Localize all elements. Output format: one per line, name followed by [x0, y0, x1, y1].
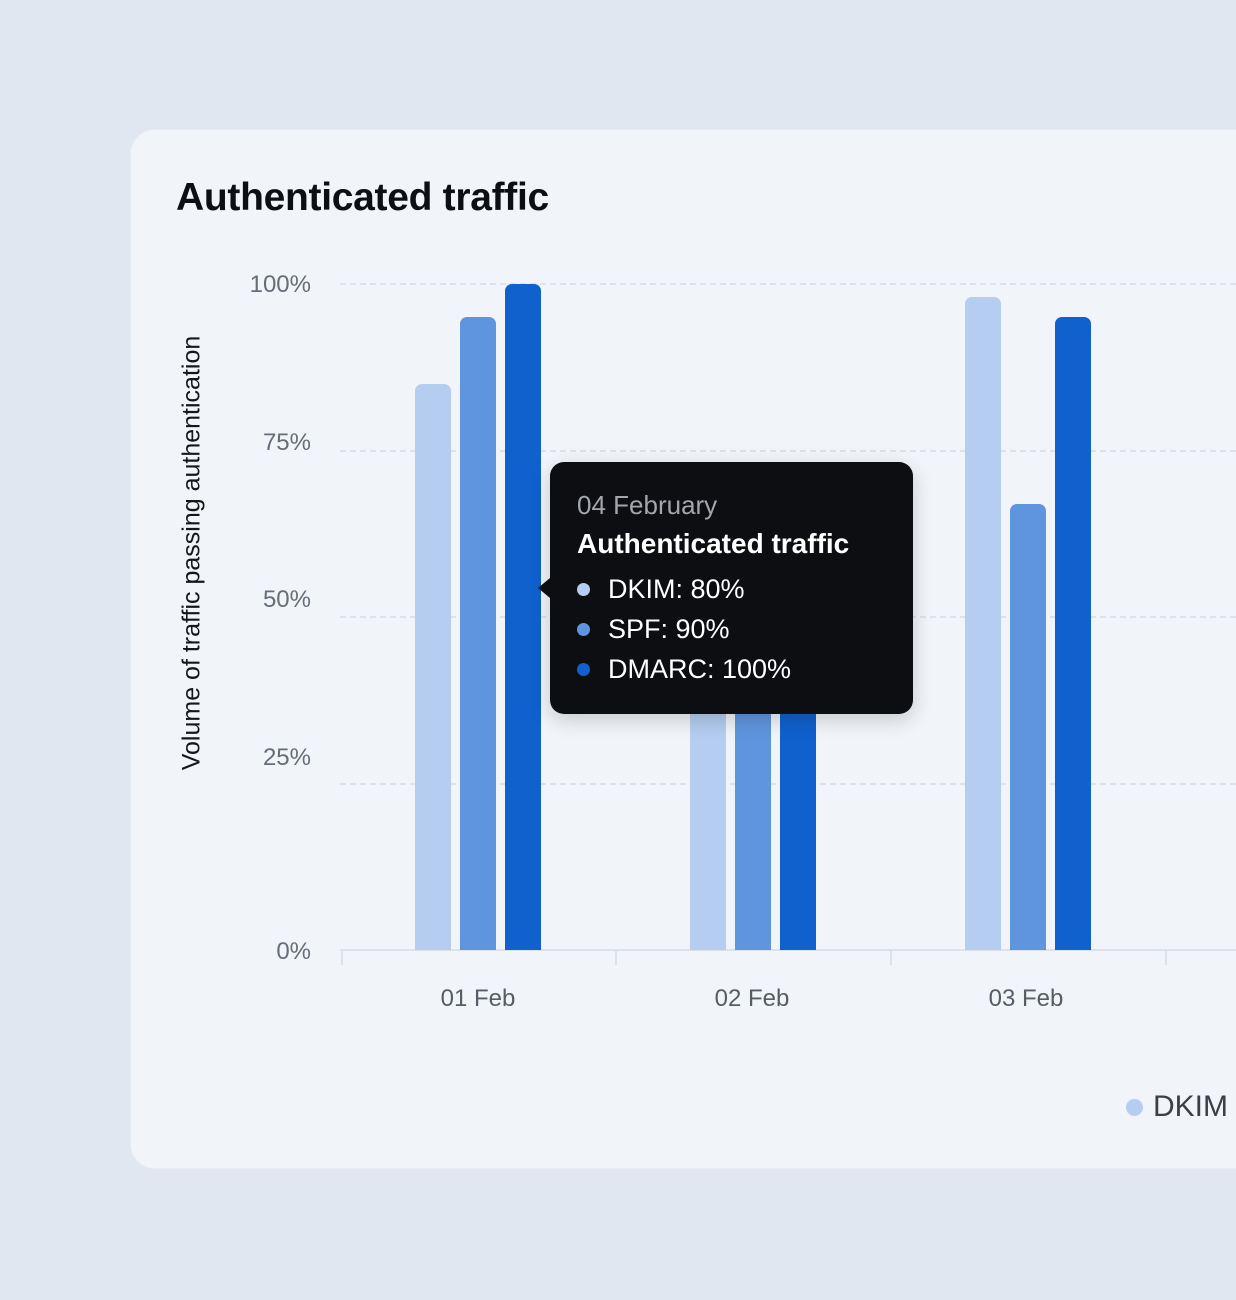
tooltip-row-label: DMARC: 100% — [608, 654, 792, 684]
y-tick-50: 50% — [262, 586, 311, 613]
x-label-01-feb: 01 Feb — [440, 985, 516, 1012]
y-axis-label: Volume of traffic passing authentication — [177, 335, 206, 771]
x-tick-mark — [890, 951, 892, 965]
x-tick-mark — [1165, 951, 1167, 965]
y-tick-0: 0% — [276, 938, 311, 965]
x-tick-mark — [615, 951, 617, 965]
y-tick-100: 100% — [249, 271, 311, 298]
legend-label: DKIM — [1153, 1090, 1228, 1123]
x-axis — [340, 949, 1236, 951]
bar-spf-0[interactable] — [460, 317, 496, 950]
y-tick-25: 25% — [262, 744, 311, 771]
bar-dkim-2[interactable] — [965, 297, 1001, 950]
tooltip-row-label: SPF: 90% — [608, 614, 730, 644]
bar-dkim-0[interactable] — [415, 384, 451, 950]
gridline-75 — [340, 450, 1236, 452]
tooltip-row-spf: SPF: 90% — [577, 614, 730, 645]
bar-dmarc-0[interactable] — [505, 284, 541, 950]
bar-dmarc-2[interactable] — [1055, 317, 1091, 950]
spf-dot-icon — [577, 623, 590, 636]
tooltip-row-dkim: DKIM: 80% — [577, 574, 745, 605]
tooltip-date: 04 February — [577, 490, 718, 520]
x-label-03-feb: 03 Feb — [988, 985, 1064, 1012]
chart-tooltip: 04 February Authenticated traffic DKIM: … — [538, 462, 913, 714]
chart-title: Authenticated traffic — [176, 176, 549, 219]
tooltip-title: Authenticated traffic — [577, 528, 850, 559]
legend-item-dkim[interactable]: DKIM — [1126, 1090, 1228, 1124]
gridline-100 — [340, 283, 1236, 285]
x-label-02-feb: 02 Feb — [714, 985, 790, 1012]
x-tick-mark — [341, 951, 343, 965]
dkim-dot-icon — [577, 583, 590, 596]
bar-spf-2[interactable] — [1010, 504, 1046, 950]
y-tick-75: 75% — [262, 429, 311, 456]
tooltip-row-label: DKIM: 80% — [608, 574, 745, 604]
dmarc-dot-icon — [577, 663, 590, 676]
legend-dot-icon — [1126, 1098, 1143, 1116]
tooltip-row-dmarc: DMARC: 100% — [577, 654, 791, 685]
